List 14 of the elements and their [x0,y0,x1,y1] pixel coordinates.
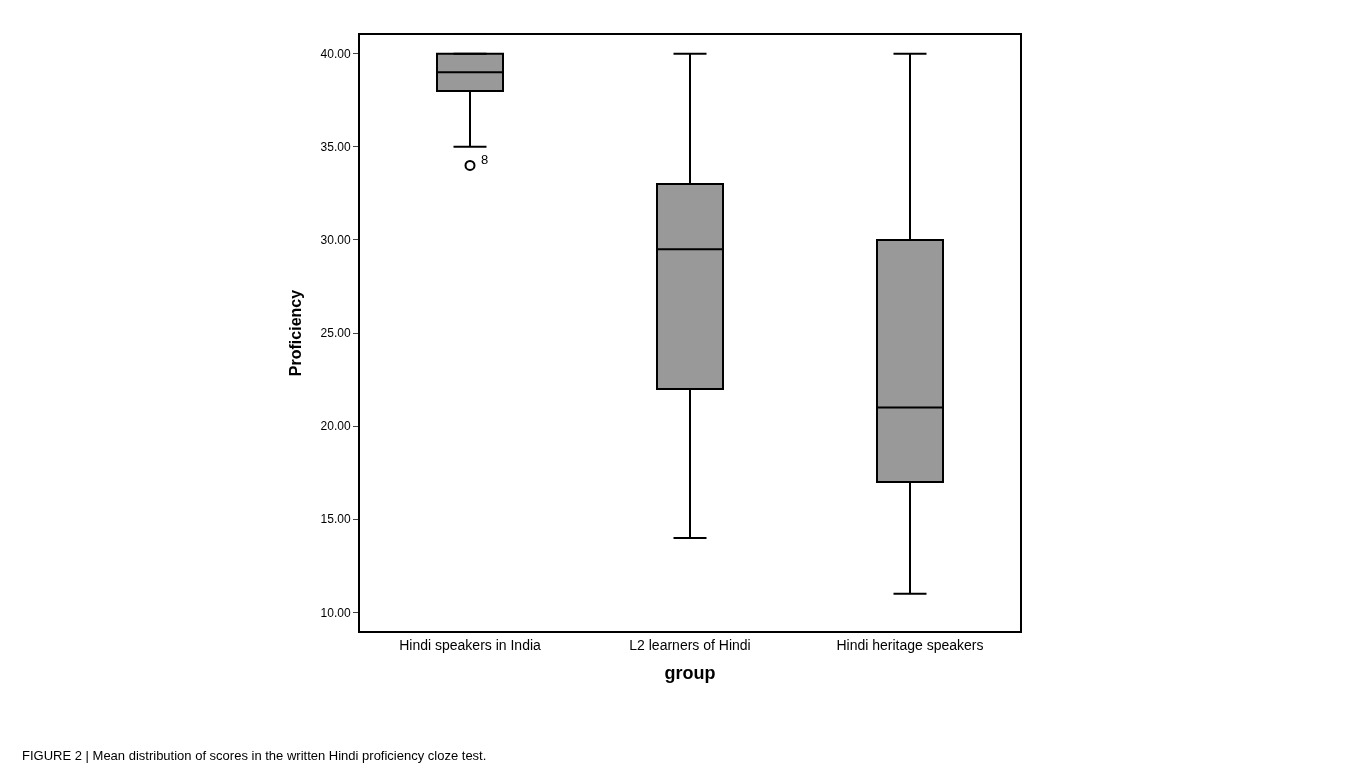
y-tick-label: 30.00 [320,233,351,248]
y-tick-label: 10.00 [320,605,351,620]
y-tick-label: 20.00 [320,419,351,434]
x-axis-title: group [664,663,716,684]
caption: FIGURE 2 | Mean distribution of scores in the written Hindi proficiency cloze test. [22,748,487,763]
annotation: 8 [481,152,489,167]
x-tick-label: Hindi heritage speakers [836,636,984,653]
y-tick-label: 40.00 [320,46,351,61]
x-tick-label: Hindi speakers in India [399,636,542,653]
y-tick-label: 35.00 [320,139,351,154]
y-tick-label: 25.00 [320,326,351,341]
y-tick-label: 15.00 [320,512,351,527]
x-tick-label: L2 learners of Hindi [629,636,751,653]
y-axis-title: Proficiency [286,289,304,377]
